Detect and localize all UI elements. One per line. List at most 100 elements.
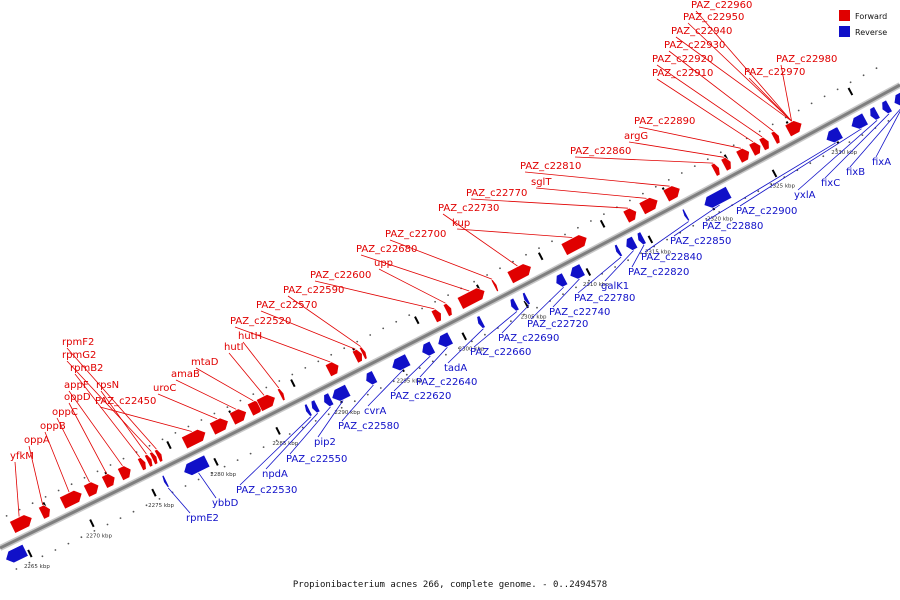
- guide-dot: [680, 172, 683, 174]
- guide-dot: [301, 426, 304, 429]
- tick-label: 2325 kbp: [769, 184, 795, 190]
- guide-dot: [15, 568, 18, 570]
- legend-label-reverse: Reverse: [855, 28, 887, 37]
- tick-label: 2275 kbp: [148, 503, 174, 509]
- guide-dot: [275, 439, 278, 442]
- gene-label-forward: PAZ_c22940: [671, 26, 732, 37]
- guide-dot: [640, 252, 642, 255]
- gene-reverse: [555, 272, 569, 288]
- guide-dot: [499, 267, 501, 270]
- leader-line-forward: [574, 156, 714, 164]
- gene-label-reverse: PAZ_c22640: [416, 377, 477, 388]
- guide-dot: [667, 179, 670, 181]
- leader-line-forward: [535, 187, 647, 199]
- gene-label-forward: PAZ_c22920: [652, 54, 713, 65]
- guide-dot: [770, 183, 773, 186]
- gene-label-forward: PAZ_c22700: [385, 229, 446, 240]
- gene-forward: [136, 457, 147, 472]
- gene-forward: [748, 141, 762, 157]
- guide-dot: [145, 504, 148, 507]
- tick-label: 2300 kbp: [459, 347, 485, 353]
- leader-line-reverse: [797, 119, 878, 191]
- guide-dot: [836, 88, 839, 91]
- guide-dot: [106, 523, 109, 526]
- gene-label-forward: kup: [452, 218, 470, 229]
- gene-forward: [784, 120, 803, 138]
- gene-reverse: [421, 340, 437, 357]
- gene-reverse: [391, 353, 412, 372]
- leader-line-forward: [442, 213, 518, 267]
- leader-line-forward: [360, 254, 470, 292]
- gene-reverse: [681, 208, 691, 222]
- leader-line-forward: [524, 171, 670, 187]
- gene-forward: [117, 465, 132, 482]
- guide-dot: [197, 478, 200, 481]
- guide-dot: [5, 515, 8, 517]
- guide-dot: [187, 425, 190, 428]
- gene-label-forward: PAZ_c22980: [776, 54, 837, 65]
- gene-reverse: [869, 106, 881, 121]
- gene-reverse: [509, 297, 520, 312]
- guide-dot: [629, 199, 631, 202]
- gene-label-forward: oppA: [24, 435, 50, 446]
- guide-dot: [31, 502, 34, 505]
- gene-label-reverse: PAZ_c22690: [498, 333, 559, 344]
- guide-dot: [849, 81, 852, 84]
- tick-label: 2265 kbp: [24, 564, 50, 570]
- gene-label-forward: PAZ_c22770: [466, 188, 527, 199]
- gene-forward: [208, 417, 229, 436]
- gene-label-forward: uroC: [153, 383, 176, 394]
- gene-label-forward: rpmG2: [62, 350, 96, 361]
- gene-label-forward: rpsN: [96, 380, 119, 391]
- gene-label-reverse: tadA: [444, 363, 467, 374]
- guide-dot: [719, 151, 722, 154]
- guide-dot: [408, 314, 411, 316]
- gene-label-reverse: rpmE2: [186, 513, 219, 524]
- guide-dot: [304, 367, 307, 369]
- guide-dot: [395, 320, 398, 323]
- gene-label-forward: PAZ_c22450: [95, 396, 156, 407]
- guide-dot: [758, 130, 761, 133]
- tick-mark: [151, 488, 157, 497]
- tick-label: 2305 kbp: [521, 315, 547, 321]
- gene-reverse: [161, 474, 170, 488]
- gene-reverse: [614, 243, 624, 258]
- leader-line-reverse: [239, 416, 312, 486]
- guide-dot: [392, 380, 395, 383]
- leader-line-forward: [66, 360, 152, 452]
- leader-line-forward: [74, 373, 141, 458]
- leader-line-forward: [668, 50, 774, 132]
- gene-reverse: [636, 231, 647, 246]
- guide-dot: [18, 508, 21, 511]
- leader-line-reverse: [501, 304, 530, 334]
- tick-mark: [290, 379, 296, 388]
- guide-dot: [861, 134, 864, 137]
- guide-dot: [239, 399, 242, 402]
- guide-dot: [327, 413, 330, 416]
- leader-line-reverse: [604, 250, 634, 282]
- leader-line-forward: [242, 341, 280, 389]
- gene-label-reverse: PAZ_c22840: [641, 252, 702, 263]
- leader-line-forward: [100, 390, 147, 455]
- gene-forward: [758, 136, 770, 152]
- tick-label: 2310 kbp: [583, 282, 609, 288]
- gene-label-forward: PAZ_c22570: [256, 300, 317, 311]
- guide-dot: [213, 412, 216, 415]
- gene-label-forward: oppB: [40, 421, 66, 432]
- leader-line-forward: [470, 198, 629, 209]
- gene-label-forward: PAZ_c22930: [664, 40, 725, 51]
- gene-forward: [710, 162, 721, 177]
- gene-reverse: [183, 454, 211, 476]
- guide-dot: [148, 444, 151, 447]
- gene-label-reverse: PAZ_c22820: [628, 267, 689, 278]
- leader-line-reverse: [289, 406, 331, 455]
- gene-label-reverse: PAZ_c22580: [338, 421, 399, 432]
- leader-line-reverse: [705, 141, 837, 222]
- guide-dot: [705, 218, 708, 220]
- guide-dot: [809, 162, 812, 165]
- gene-label-reverse: PAZ_c22880: [702, 221, 763, 232]
- leader-line-reverse: [739, 128, 862, 207]
- gene-label-reverse: PAZ_c22900: [736, 206, 797, 217]
- guide-dot: [223, 465, 226, 468]
